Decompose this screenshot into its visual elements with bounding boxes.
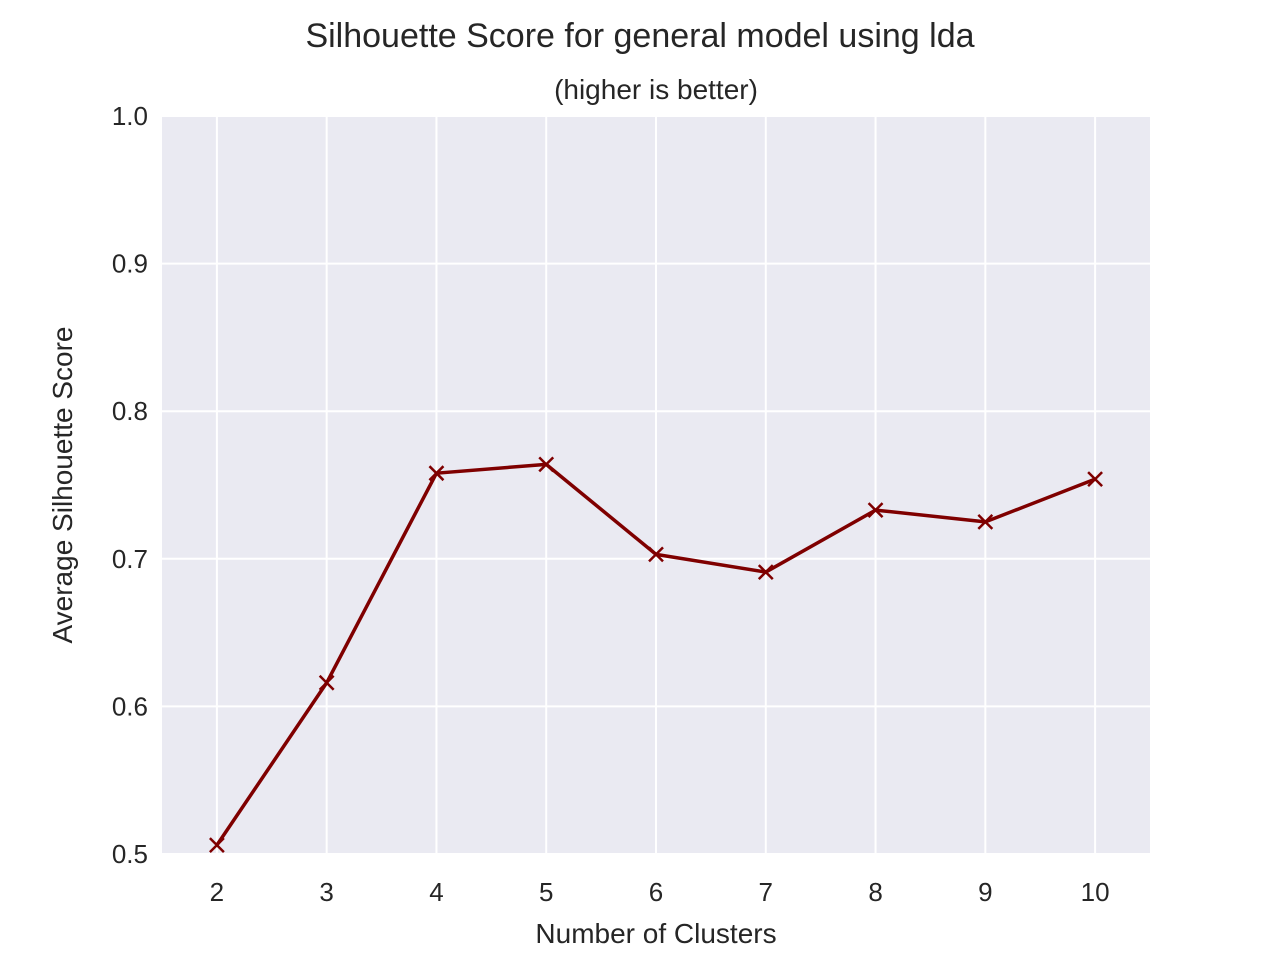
y-tick-label: 0.7 — [112, 544, 148, 574]
data-point-marker — [757, 564, 774, 580]
y-tick-label: 0.8 — [112, 396, 148, 426]
data-point-marker — [867, 502, 884, 518]
x-axis-ticks: 2 3 4 5 6 7 8 9 10 — [210, 877, 1110, 907]
x-tick-label: 2 — [210, 877, 224, 907]
y-axis-label: Average Silhouette Score — [47, 326, 78, 643]
x-tick-label: 3 — [319, 877, 333, 907]
x-tick-label: 10 — [1081, 877, 1110, 907]
grid-lines — [162, 115, 1150, 855]
x-tick-label: 8 — [868, 877, 882, 907]
y-tick-label: 1.0 — [112, 101, 148, 131]
data-point-marker — [209, 837, 225, 854]
x-tick-label: 9 — [978, 877, 992, 907]
x-tick-label: 7 — [759, 877, 773, 907]
data-point-marker — [318, 674, 335, 691]
data-point-marker — [977, 514, 994, 530]
chart-subtitle: (higher is better) — [554, 74, 758, 105]
x-tick-label: 4 — [429, 877, 443, 907]
x-tick-label: 5 — [539, 877, 553, 907]
x-axis-label: Number of Clusters — [535, 918, 776, 949]
y-axis-ticks: 0.5 0.6 0.7 0.8 0.9 1.0 — [112, 101, 148, 869]
x-tick-label: 6 — [649, 877, 663, 907]
y-tick-label: 0.6 — [112, 691, 148, 721]
y-tick-label: 0.5 — [112, 839, 148, 869]
y-tick-label: 0.9 — [112, 249, 148, 279]
data-series — [209, 456, 1103, 854]
data-point-marker — [1087, 471, 1103, 487]
data-point-marker — [538, 456, 555, 473]
data-point-marker — [648, 546, 664, 563]
chart-title: Silhouette Score for general model using… — [305, 17, 974, 55]
data-point-marker — [428, 465, 445, 482]
